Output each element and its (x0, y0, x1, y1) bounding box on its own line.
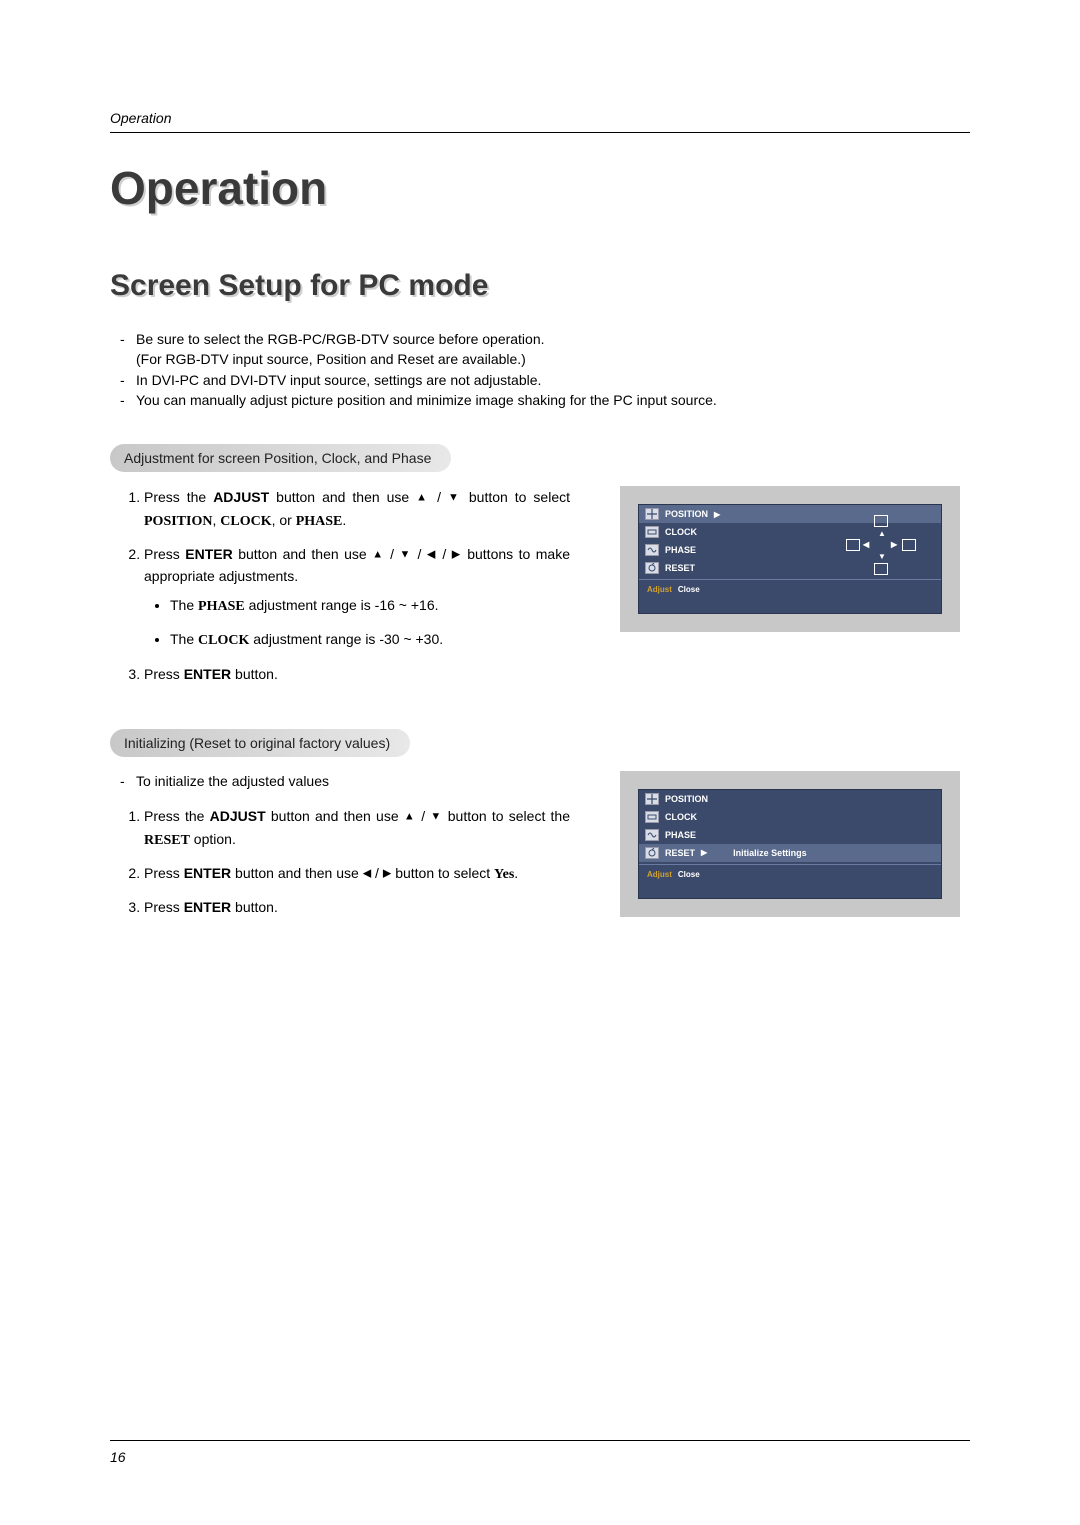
osd2-position-row: POSITION (639, 790, 941, 808)
osd1-footer: AdjustClose (639, 582, 941, 597)
page-subtitle: Screen Setup for PC mode (110, 269, 970, 303)
osd2-initialize-label: Initialize Settings (733, 848, 807, 858)
section2-step1: Press the ADJUST button and then use ▲ /… (144, 805, 570, 852)
position-icon (645, 793, 659, 805)
osd2-phase-row: PHASE (639, 826, 941, 844)
phase-icon (645, 544, 659, 556)
header-section-label: Operation (110, 110, 970, 126)
clock-icon (645, 811, 659, 823)
osd1-position-cross: ▲ ◀ ▶ ▼ (841, 515, 921, 575)
osd-screenshot-1: POSITION ▶ CLOCK PHASE RESET (620, 486, 960, 632)
page-title: Operation (110, 161, 970, 215)
osd2-footer: AdjustClose (639, 867, 941, 882)
section1-step1: Press the ADJUST button and then use ▲ /… (144, 486, 570, 533)
osd2-clock-row: CLOCK (639, 808, 941, 826)
right-arrow-icon: ▶ (714, 510, 720, 519)
section1-steps: Press the ADJUST button and then use ▲ /… (110, 486, 570, 685)
header-rule (110, 132, 970, 133)
clock-icon (645, 526, 659, 538)
position-icon (645, 508, 659, 520)
intro-note-3: You can manually adjust picture position… (136, 390, 717, 410)
section1-step2: Press ENTER button and then use ▲ / ▼ / … (144, 543, 570, 653)
section2-step3: Press ENTER button. (144, 896, 570, 918)
osd-screenshot-2: POSITION CLOCK PHASE RESET ▶ Initia (620, 771, 960, 917)
reset-icon (645, 562, 659, 574)
reset-icon (645, 847, 659, 859)
osd2-reset-row: RESET ▶ Initialize Settings (639, 844, 941, 862)
section2-steps: Press the ADJUST button and then use ▲ /… (110, 805, 570, 919)
section2-step2: Press ENTER button and then use ◀ / ▶ bu… (144, 862, 570, 886)
section1-heading: Adjustment for screen Position, Clock, a… (110, 444, 451, 472)
intro-note-2: In DVI-PC and DVI-DTV input source, sett… (136, 370, 541, 390)
intro-note-1: Be sure to select the RGB-PC/RGB-DTV sou… (136, 329, 545, 370)
phase-icon (645, 829, 659, 841)
right-arrow-icon: ▶ (701, 848, 707, 857)
page-number: 16 (110, 1449, 970, 1465)
section1-step3: Press ENTER button. (144, 663, 570, 685)
intro-notes: -Be sure to select the RGB-PC/RGB-DTV so… (120, 329, 970, 410)
footer-rule (110, 1440, 970, 1441)
section2-note: To initialize the adjusted values (136, 771, 329, 791)
section2-heading: Initializing (Reset to original factory … (110, 729, 410, 757)
